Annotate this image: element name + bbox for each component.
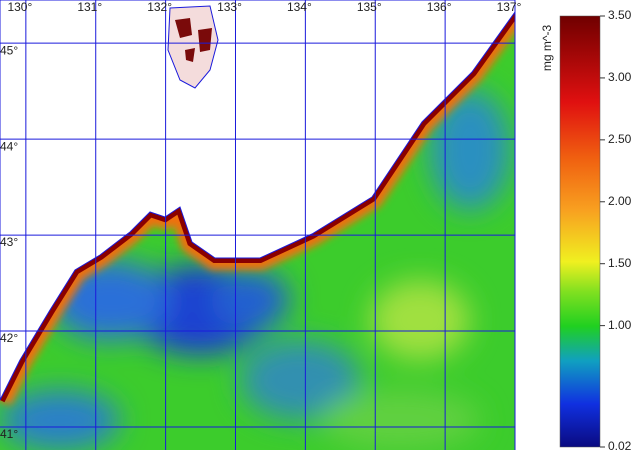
colorbar-tick-label: 3.50 (608, 8, 632, 22)
colorbar-tick-label: 1.00 (608, 318, 632, 332)
lon-label: 130° (7, 0, 32, 14)
lat-label: 42° (0, 331, 18, 345)
colorbar-tick-label: 1.50 (608, 256, 632, 270)
lon-label: 134° (287, 0, 312, 14)
colorbar (559, 15, 601, 448)
colorbar-tick-label: 2.00 (608, 194, 632, 208)
lon-label: 131° (77, 0, 102, 14)
lon-label: 135° (357, 0, 382, 14)
lon-label: 136° (427, 0, 452, 14)
lat-label: 44° (0, 139, 18, 153)
chlorophyll-image (0, 0, 515, 450)
lat-label: 43° (0, 235, 18, 249)
lat-label: 41° (0, 427, 18, 441)
lon-label: 132° (147, 0, 172, 14)
colorbar-tick-label: 0.02 (608, 439, 632, 453)
lat-label: 45° (0, 43, 18, 57)
graticule (0, 0, 516, 450)
lon-label: 137° (497, 0, 522, 14)
colorbar-tick-label: 3.00 (608, 70, 632, 84)
colorbar-label: mg m^-3 (540, 25, 554, 72)
lon-label: 133° (217, 0, 242, 14)
colorbar-tick-label: 2.50 (608, 132, 632, 146)
